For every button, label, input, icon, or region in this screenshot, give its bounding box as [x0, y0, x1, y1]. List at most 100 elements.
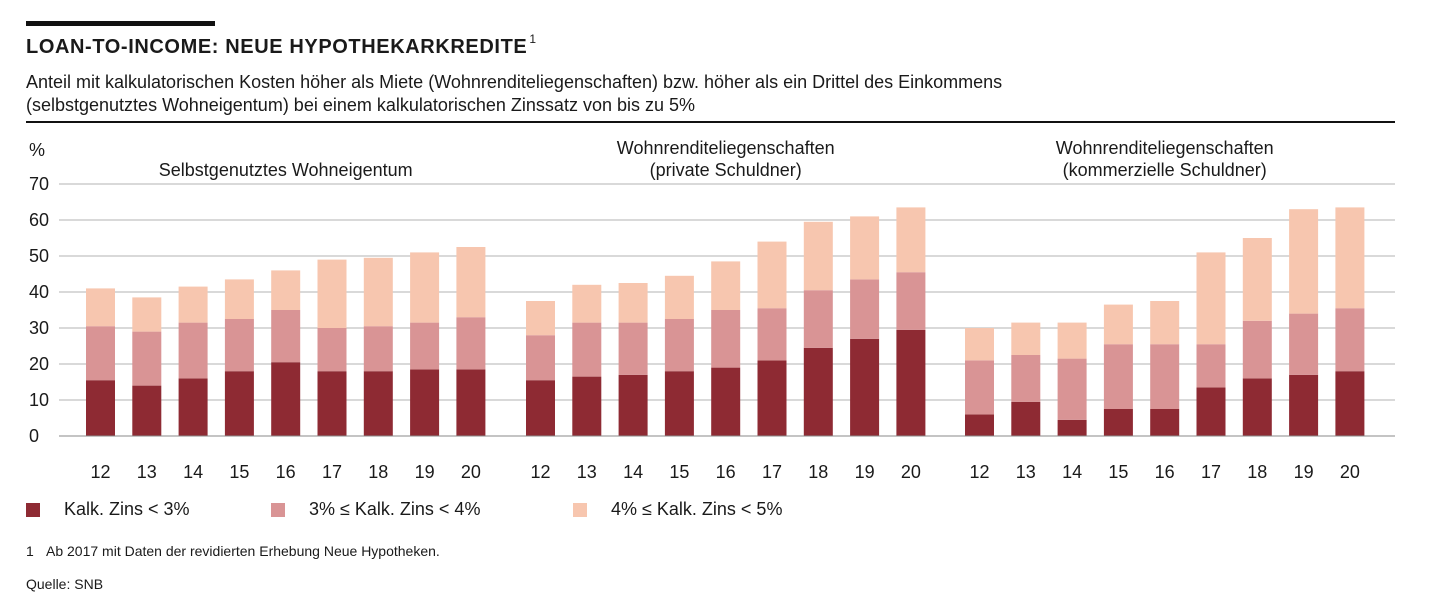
bar-segment-high — [317, 259, 347, 328]
legend-item-high: 4% ≤ Kalk. Zins < 5% — [573, 499, 782, 520]
bar-segment-mid — [896, 272, 926, 330]
bar-segment-high — [1196, 252, 1226, 345]
x-tick-label: 16 — [276, 462, 296, 482]
x-tick-label: 17 — [762, 462, 782, 482]
bar-segment-mid — [317, 328, 347, 372]
y-tick-label: 30 — [29, 318, 49, 338]
bar-segment-high — [850, 216, 880, 280]
bar-segment-low — [271, 362, 301, 436]
x-tick-label: 12 — [530, 462, 550, 482]
bar-segment-low — [1103, 409, 1133, 436]
bar-segment-low — [664, 371, 694, 436]
x-tick-label: 19 — [415, 462, 435, 482]
bar-segment-mid — [363, 326, 393, 372]
bar-segment-mid — [572, 322, 602, 377]
x-tick-label: 18 — [808, 462, 828, 482]
bar-segment-mid — [132, 331, 162, 386]
x-tick-label: 16 — [1155, 462, 1175, 482]
legend-label-low: Kalk. Zins < 3% — [64, 499, 190, 519]
bar-segment-low — [363, 371, 393, 436]
bar-segment-low — [132, 385, 162, 436]
bar-segment-high — [526, 301, 555, 336]
bar-segment-low — [526, 380, 555, 436]
bar-segment-low — [896, 329, 926, 436]
bar-segment-low — [1150, 409, 1180, 436]
title-footnote-ref: 1 — [529, 32, 537, 46]
x-tick-label: 15 — [669, 462, 689, 482]
legend-item-mid: 3% ≤ Kalk. Zins < 4% — [271, 499, 480, 520]
bar-segment-low — [456, 369, 486, 436]
bar-segment-high — [664, 275, 694, 319]
y-tick-label: 10 — [29, 390, 49, 410]
bar-segment-low — [1057, 419, 1087, 436]
legend-swatch-high — [573, 502, 587, 517]
x-tick-label: 13 — [1016, 462, 1036, 482]
x-tick-label: 14 — [1062, 462, 1082, 482]
legend-label-mid: 3% ≤ Kalk. Zins < 4% — [309, 499, 481, 519]
bar-segment-high — [1011, 322, 1041, 355]
bar-segment-mid — [757, 308, 787, 361]
bar-segment-mid — [965, 360, 994, 415]
legend-swatch-low — [26, 502, 40, 517]
bar-segment-low — [572, 376, 602, 436]
panel-title: (kommerzielle Schuldner) — [1063, 160, 1267, 180]
bar-segment-high — [1242, 238, 1272, 321]
bar-segment-low — [1289, 374, 1319, 436]
bar-segment-high — [132, 297, 162, 332]
subtitle-line-1: Anteil mit kalkulatorischen Kosten höher… — [26, 72, 1003, 92]
y-tick-label: 40 — [29, 282, 49, 302]
bar-segment-high — [224, 279, 254, 319]
bar-segment-mid — [1011, 355, 1041, 402]
x-tick-label: 15 — [1108, 462, 1128, 482]
x-tick-label: 14 — [183, 462, 203, 482]
bar-segment-mid — [1057, 358, 1087, 420]
x-tick-label: 20 — [461, 462, 481, 482]
bar-segment-mid — [711, 310, 741, 368]
bar-segment-low — [711, 367, 741, 436]
subtitle-line-2: (selbstgenutztes Wohneigentum) bei einem… — [26, 95, 696, 115]
x-tick-label: 17 — [322, 462, 342, 482]
x-tick-label: 18 — [1247, 462, 1267, 482]
bar-segment-high — [757, 241, 787, 309]
bar-segment-high — [271, 270, 301, 310]
bar-segment-low — [618, 374, 648, 436]
bar-segment-low — [86, 380, 115, 436]
bar-segment-high — [1150, 301, 1180, 345]
bar-segment-mid — [803, 290, 833, 348]
y-axis-unit-label: % — [29, 140, 45, 160]
bar-segment-mid — [178, 322, 208, 379]
panel-title: (private Schuldner) — [650, 160, 802, 180]
x-tick-label: 12 — [90, 462, 110, 482]
y-tick-label: 0 — [29, 426, 39, 446]
bar-segment-low — [410, 369, 440, 436]
bar-segment-high — [1335, 207, 1365, 309]
y-tick-label: 70 — [29, 174, 49, 194]
y-tick-label: 60 — [29, 210, 49, 230]
bar-segment-mid — [410, 322, 440, 370]
x-tick-label: 19 — [1294, 462, 1314, 482]
bar-segment-high — [1103, 304, 1133, 345]
panel-title: Wohnrenditeliegenschaften — [617, 138, 835, 158]
bar-segment-mid — [86, 326, 115, 381]
bar-segment-high — [363, 257, 393, 327]
bar-segment-low — [965, 414, 994, 436]
x-tick-label: 12 — [969, 462, 989, 482]
bar-segment-high — [618, 283, 648, 323]
footnote-number: 1 — [26, 543, 34, 559]
bar-segment-mid — [526, 335, 555, 381]
bar-segment-high — [965, 328, 994, 361]
bar-segment-low — [757, 360, 787, 436]
bar-segment-low — [1242, 378, 1272, 436]
legend-label-high: 4% ≤ Kalk. Zins < 5% — [611, 499, 783, 519]
bar-segment-low — [317, 371, 347, 436]
bar-segment-low — [1335, 371, 1365, 436]
bar-segment-mid — [664, 319, 694, 372]
title-accent-bar — [26, 21, 215, 26]
bar-segment-low — [803, 347, 833, 436]
y-tick-label: 20 — [29, 354, 49, 374]
legend-swatch-mid — [271, 502, 285, 517]
bar-segment-high — [410, 252, 440, 323]
bar-segment-mid — [850, 279, 880, 339]
x-tick-label: 14 — [623, 462, 643, 482]
